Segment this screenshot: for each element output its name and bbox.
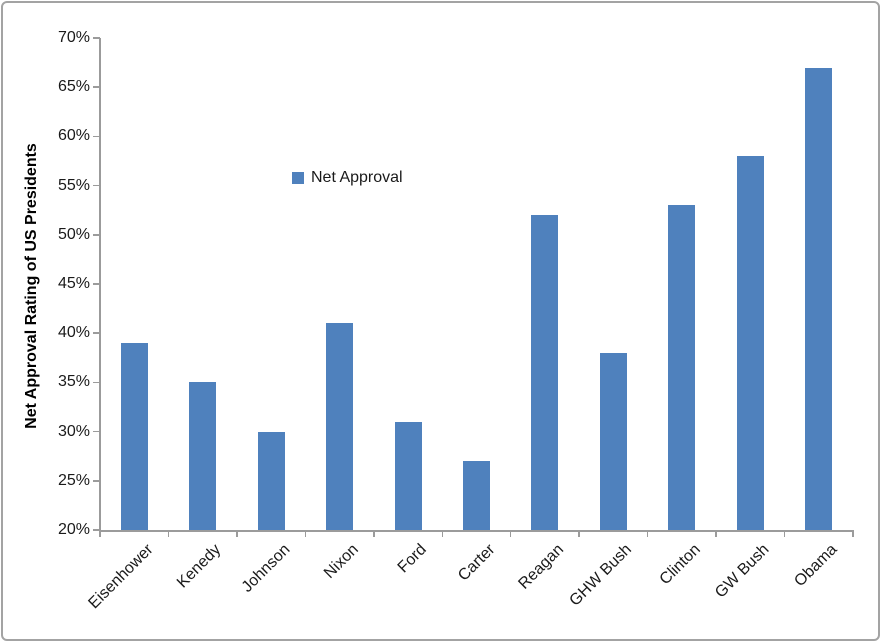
bar-obama [805,67,833,530]
y-axis-tick [93,37,100,39]
y-tick-label: 40% [57,324,90,342]
bar-eisenhower [120,343,148,530]
y-axis-tick [93,332,100,334]
y-axis-tick [93,234,100,236]
y-axis-line [99,38,101,531]
x-axis-tick [373,531,375,537]
x-axis-tick [441,531,444,537]
bar-ghw-bush [599,352,627,530]
y-tick-label: 60% [57,127,90,145]
x-axis-tick [509,531,512,537]
y-axis-tick [93,430,100,433]
bar-johnson [257,431,285,530]
y-tick-label: 30% [57,422,90,440]
bar-gw-bush [736,156,764,530]
y-tick-label: 50% [57,225,90,243]
y-axis-tick [93,86,100,88]
x-axis-tick [646,531,649,537]
x-axis-line [99,530,854,532]
bar-ford [394,421,422,530]
x-axis-tick [852,531,854,537]
y-axis-tick [93,184,100,187]
x-axis-tick [99,531,101,537]
y-tick-label: 45% [57,275,90,292]
y-axis-tick [93,381,100,384]
y-axis-tick [93,283,100,285]
x-axis-tick [783,531,786,537]
y-axis-tick [93,480,100,482]
x-axis-tick [236,531,238,537]
bar-kenedy [189,382,217,530]
legend-label: Net Approval [311,169,403,186]
bar-carter [463,461,490,530]
legend-color-swatch [292,172,304,184]
y-tick-label: 70% [57,29,90,46]
y-tick-label: 35% [57,373,90,391]
legend: Net Approval [292,169,403,187]
bar-reagan [531,215,559,530]
y-axis-tick [93,529,100,531]
x-axis-tick [167,531,170,537]
x-axis-tick [715,531,717,537]
y-tick-label: 65% [57,78,90,96]
x-axis-tick [578,531,580,537]
y-tick-label: 25% [57,471,90,489]
bar-clinton [668,205,696,530]
bar-nixon [326,323,354,530]
y-tick-label: 20% [57,521,90,538]
y-axis-tick [93,135,100,138]
y-tick-label: 55% [57,176,90,194]
x-axis-tick [304,531,307,537]
